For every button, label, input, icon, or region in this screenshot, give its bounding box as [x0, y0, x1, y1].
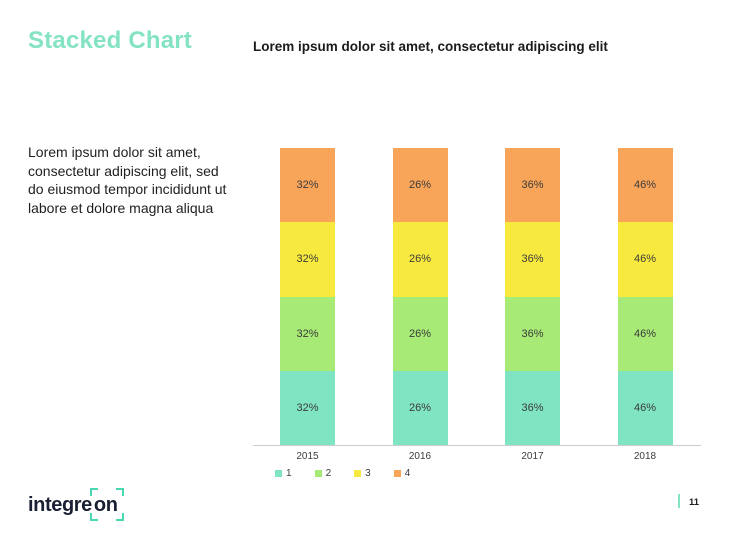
body-line: labore et dolore magna aliqua: [28, 199, 214, 216]
x-axis-tick-label: 2018: [633, 451, 657, 462]
bar-segment-value-label: 46%: [633, 253, 657, 266]
slide-subtitle: Lorem ipsum dolor sit amet, consectetur …: [253, 39, 608, 54]
legend-swatch-icon: [275, 470, 282, 477]
bar-segment-value-label: 36%: [521, 253, 544, 266]
x-axis-line: [253, 445, 701, 446]
body-paragraph: Lorem ipsum dolor sit amet, consectetur …: [28, 143, 258, 217]
bar-segment-value-label: 32%: [296, 253, 319, 266]
legend-label: 3: [365, 468, 371, 479]
bar-segment-series-3: 26%: [392, 222, 448, 297]
bar-column: 32% 32% 32% 32%: [280, 148, 335, 445]
bar-segment-value-label: 46%: [633, 327, 657, 340]
bar-segment-series-2: 46%: [617, 296, 673, 371]
chart-legend: 1 2 3 4: [275, 468, 410, 479]
bar-segment-value-label: 32%: [296, 401, 319, 414]
bar-segment-series-1: 32%: [280, 370, 335, 445]
bar-segment-value-label: 32%: [296, 327, 319, 340]
bar-column: 26% 26% 26% 26%: [392, 148, 448, 445]
bar-segment-series-4: 32%: [280, 148, 335, 223]
bar-segment-series-2: 32%: [280, 296, 335, 371]
bar-segment-value-label: 26%: [408, 401, 432, 414]
legend-swatch-icon: [314, 470, 322, 477]
page-number: 11: [689, 497, 700, 508]
bar-segment-series-3: 46%: [617, 222, 673, 297]
bar-column: 46% 46% 46% 46%: [617, 148, 673, 445]
legend-label: 4: [404, 468, 411, 479]
bar-segment-value-label: 36%: [521, 401, 544, 414]
legend-item: 4: [393, 468, 411, 479]
bar-column: 36% 36% 36% 36%: [505, 148, 560, 445]
legend-label: 2: [325, 468, 332, 479]
legend-item: 3: [354, 468, 371, 479]
bar-segment-series-4: 26%: [392, 148, 448, 223]
bar-segment-series-1: 26%: [392, 370, 448, 445]
bar-segment-value-label: 46%: [633, 401, 657, 414]
x-axis-tick-label: 2015: [296, 451, 319, 462]
bar-segment-series-2: 26%: [392, 296, 448, 371]
body-line: Lorem ipsum dolor sit amet,: [28, 144, 201, 160]
bracket-corner-icon: [89, 488, 98, 496]
integreon-logo: integre on: [28, 488, 124, 521]
logo-text-framed: on: [93, 494, 118, 516]
legend-swatch-icon: [393, 470, 401, 477]
bar-segment-value-label: 46%: [633, 179, 657, 192]
x-axis-tick-label: 2016: [408, 451, 432, 462]
legend-label: 1: [286, 468, 292, 479]
bar-segment-series-3: 32%: [280, 222, 335, 297]
bar-segment-value-label: 26%: [408, 327, 432, 340]
x-axis-tick-label: 2017: [521, 451, 544, 462]
bracket-corner-icon: [89, 513, 98, 521]
legend-item: 2: [314, 468, 332, 479]
bars: 32% 32% 32% 32% 26% 26% 26% 26% 36% 36% 36% 36% 46% 4…: [255, 148, 701, 445]
page-number-accent-bar: [678, 494, 680, 508]
bar-segment-value-label: 36%: [521, 327, 544, 340]
body-line: do eiusmod tempor incididunt ut: [28, 181, 227, 197]
bar-segment-value-label: 36%: [521, 179, 544, 192]
logo-bracket-frame: on: [89, 488, 124, 521]
bar-segment-series-3: 36%: [505, 222, 560, 297]
bar-segment-series-2: 36%: [505, 296, 560, 371]
bar-segment-value-label: 26%: [408, 253, 432, 266]
bracket-corner-icon: [115, 488, 124, 496]
bar-segment-series-4: 46%: [617, 148, 673, 223]
bar-segment-value-label: 26%: [408, 179, 432, 192]
page-title: Stacked Chart: [28, 27, 192, 54]
bar-segment-series-1: 46%: [617, 370, 673, 445]
logo-text: integre: [28, 494, 92, 516]
legend-swatch-icon: [354, 470, 362, 477]
bar-segment-series-4: 36%: [505, 148, 560, 223]
bracket-corner-icon: [115, 513, 124, 521]
body-line: consectetur adipiscing elit, sed: [28, 162, 219, 179]
legend-item: 1: [275, 468, 292, 479]
bar-segment-series-1: 36%: [505, 370, 560, 445]
bar-segment-value-label: 32%: [296, 179, 319, 192]
